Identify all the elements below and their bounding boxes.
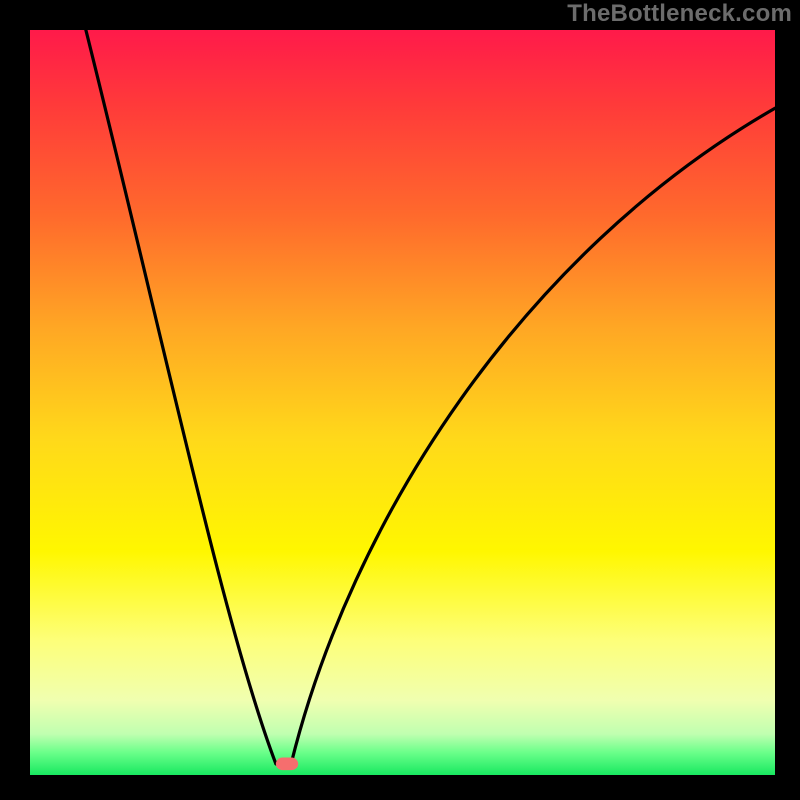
watermark-text: TheBottleneck.com: [567, 0, 792, 28]
bottleneck-chart-svg: [0, 0, 800, 800]
optimal-point-marker: [276, 757, 298, 770]
chart-container: TheBottleneck.com: [0, 0, 800, 800]
plot-gradient-background: [30, 30, 775, 775]
